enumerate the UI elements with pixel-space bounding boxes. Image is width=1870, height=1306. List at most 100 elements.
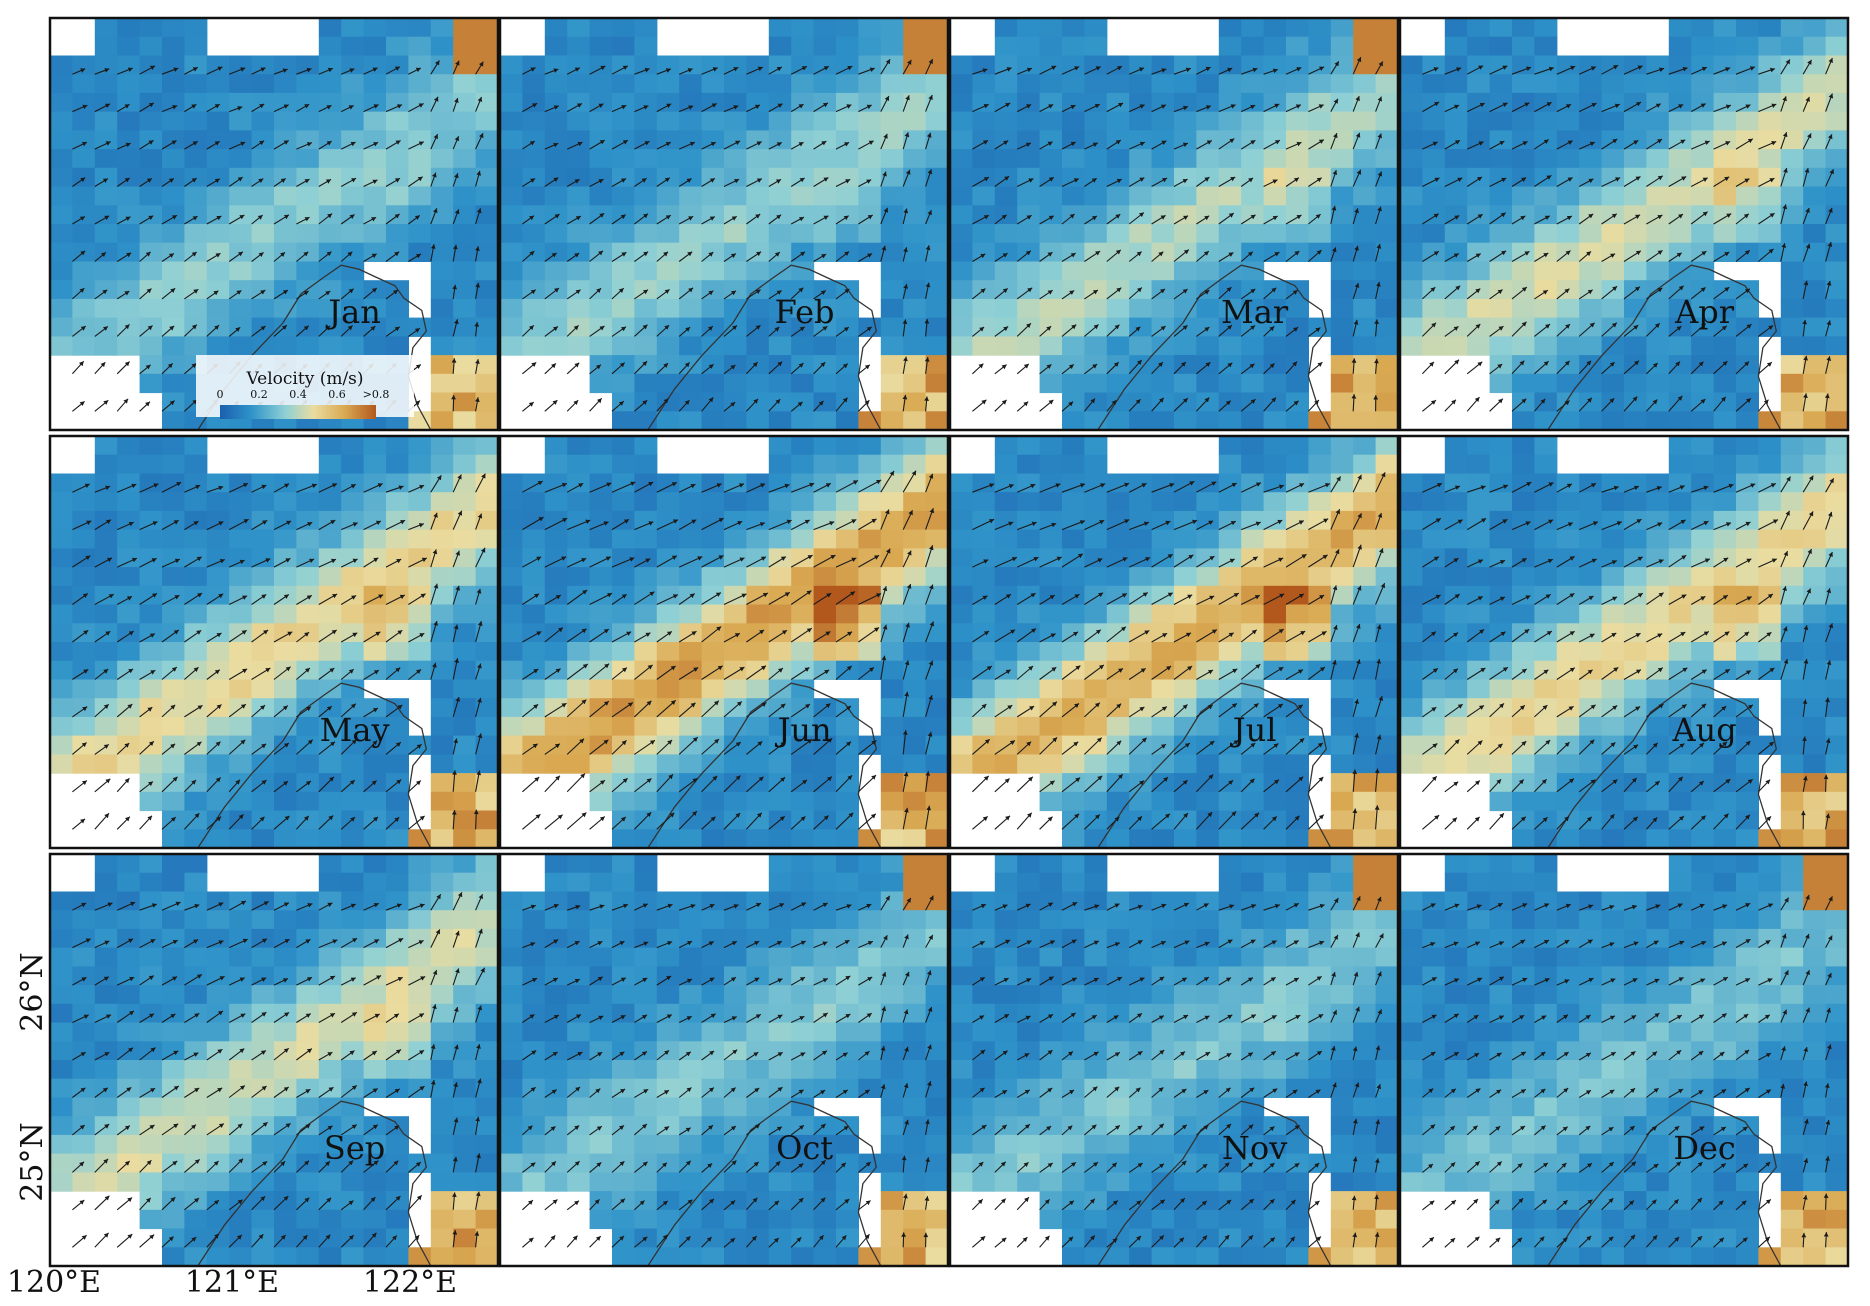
current-arrowhead <box>644 67 650 73</box>
velocity-cell <box>1579 224 1603 244</box>
velocity-cell <box>1579 149 1603 169</box>
velocity-cell <box>229 754 253 774</box>
velocity-cell <box>836 604 859 624</box>
velocity-cell <box>1489 298 1513 319</box>
velocity-cell <box>1286 773 1309 793</box>
velocity-cell <box>972 585 996 606</box>
velocity-cell <box>72 604 96 624</box>
velocity-cell <box>318 454 342 474</box>
velocity-cell <box>724 604 747 624</box>
current-arrowhead <box>79 288 85 293</box>
velocity-cell <box>72 280 96 300</box>
velocity-cell <box>500 111 523 131</box>
velocity-cell <box>1713 373 1737 394</box>
velocity-cell <box>72 92 96 113</box>
velocity-cell <box>544 111 568 131</box>
velocity-cell <box>386 548 409 568</box>
current-arrowhead <box>538 517 544 522</box>
velocity-cell <box>791 92 815 113</box>
current-arrowhead <box>454 209 460 215</box>
current-arrowhead <box>846 665 852 671</box>
velocity-cell <box>274 336 297 356</box>
velocity-cell <box>1646 411 1670 431</box>
velocity-cell <box>972 74 996 94</box>
current-arrowhead <box>603 521 609 526</box>
current-arrowhead <box>394 251 400 257</box>
current-arrowhead <box>801 66 807 71</box>
current-arrowhead <box>597 398 602 404</box>
velocity-cell <box>117 149 141 169</box>
velocity-cell <box>184 716 208 737</box>
current-arrowhead <box>776 179 781 184</box>
velocity-cell <box>880 492 904 512</box>
velocity-cell <box>184 111 208 131</box>
current-arrowhead <box>927 731 933 737</box>
velocity-cell <box>1579 317 1603 337</box>
velocity-cell <box>453 660 477 680</box>
current-arrowhead <box>370 326 376 331</box>
velocity-cell <box>1803 74 1827 94</box>
current-arrowhead <box>626 631 632 636</box>
current-arrowhead <box>102 178 108 183</box>
velocity-cell <box>679 373 703 394</box>
current-arrowhead <box>432 172 437 178</box>
current-arrowhead <box>1475 288 1481 294</box>
current-arrowhead <box>1292 361 1297 367</box>
velocity-cell <box>318 111 342 131</box>
current-arrowhead <box>304 632 310 637</box>
velocity-cell <box>1601 55 1625 75</box>
velocity-cell <box>1330 529 1354 549</box>
velocity-cell <box>430 679 454 699</box>
current-arrowhead <box>822 326 828 331</box>
velocity-cell <box>1330 454 1354 474</box>
current-arrowhead <box>902 394 908 400</box>
current-arrowhead <box>1074 66 1080 71</box>
velocity-cell <box>1241 261 1265 281</box>
velocity-cell <box>768 436 792 456</box>
current-arrowhead <box>418 523 424 528</box>
velocity-cell <box>701 585 725 606</box>
velocity-cell <box>836 111 859 131</box>
current-arrowhead <box>847 775 853 780</box>
velocity-cell <box>363 454 387 474</box>
velocity-cell <box>363 336 387 356</box>
velocity-cell <box>925 454 949 474</box>
velocity-cell <box>453 242 477 262</box>
velocity-cell <box>656 829 680 849</box>
velocity-cell <box>972 242 996 262</box>
current-arrowhead <box>1095 251 1101 256</box>
velocity-cell <box>1713 224 1737 244</box>
current-arrowhead <box>688 287 694 293</box>
current-arrowhead <box>1701 66 1707 72</box>
velocity-cell <box>634 567 658 587</box>
current-arrowhead <box>557 814 563 820</box>
velocity-cell <box>925 392 949 412</box>
velocity-cell <box>994 529 1018 549</box>
velocity-cell <box>94 492 118 512</box>
current-arrowhead <box>1807 133 1812 139</box>
velocity-cell <box>612 642 635 662</box>
current-arrowhead <box>730 253 736 258</box>
velocity-cell <box>274 567 297 587</box>
velocity-cell <box>1062 585 1085 606</box>
velocity-cell <box>522 224 546 244</box>
velocity-cell <box>251 510 275 531</box>
current-arrowhead <box>630 481 636 486</box>
velocity-cell <box>453 473 477 493</box>
velocity-cell <box>1263 336 1287 356</box>
velocity-cell <box>1330 298 1354 319</box>
velocity-cell <box>1241 298 1265 319</box>
current-arrowhead <box>1564 288 1570 294</box>
current-arrowhead <box>1162 178 1168 183</box>
velocity-cell <box>1308 510 1332 531</box>
velocity-cell <box>1534 336 1558 356</box>
velocity-cell <box>363 186 387 206</box>
velocity-cell <box>972 111 996 131</box>
velocity-cell <box>206 642 230 662</box>
velocity-cell <box>1330 205 1354 225</box>
velocity-cell <box>318 298 342 319</box>
current-arrowhead <box>1433 67 1439 72</box>
velocity-cell <box>656 642 680 662</box>
velocity-cell <box>1263 604 1287 624</box>
velocity-cell <box>1353 754 1377 774</box>
